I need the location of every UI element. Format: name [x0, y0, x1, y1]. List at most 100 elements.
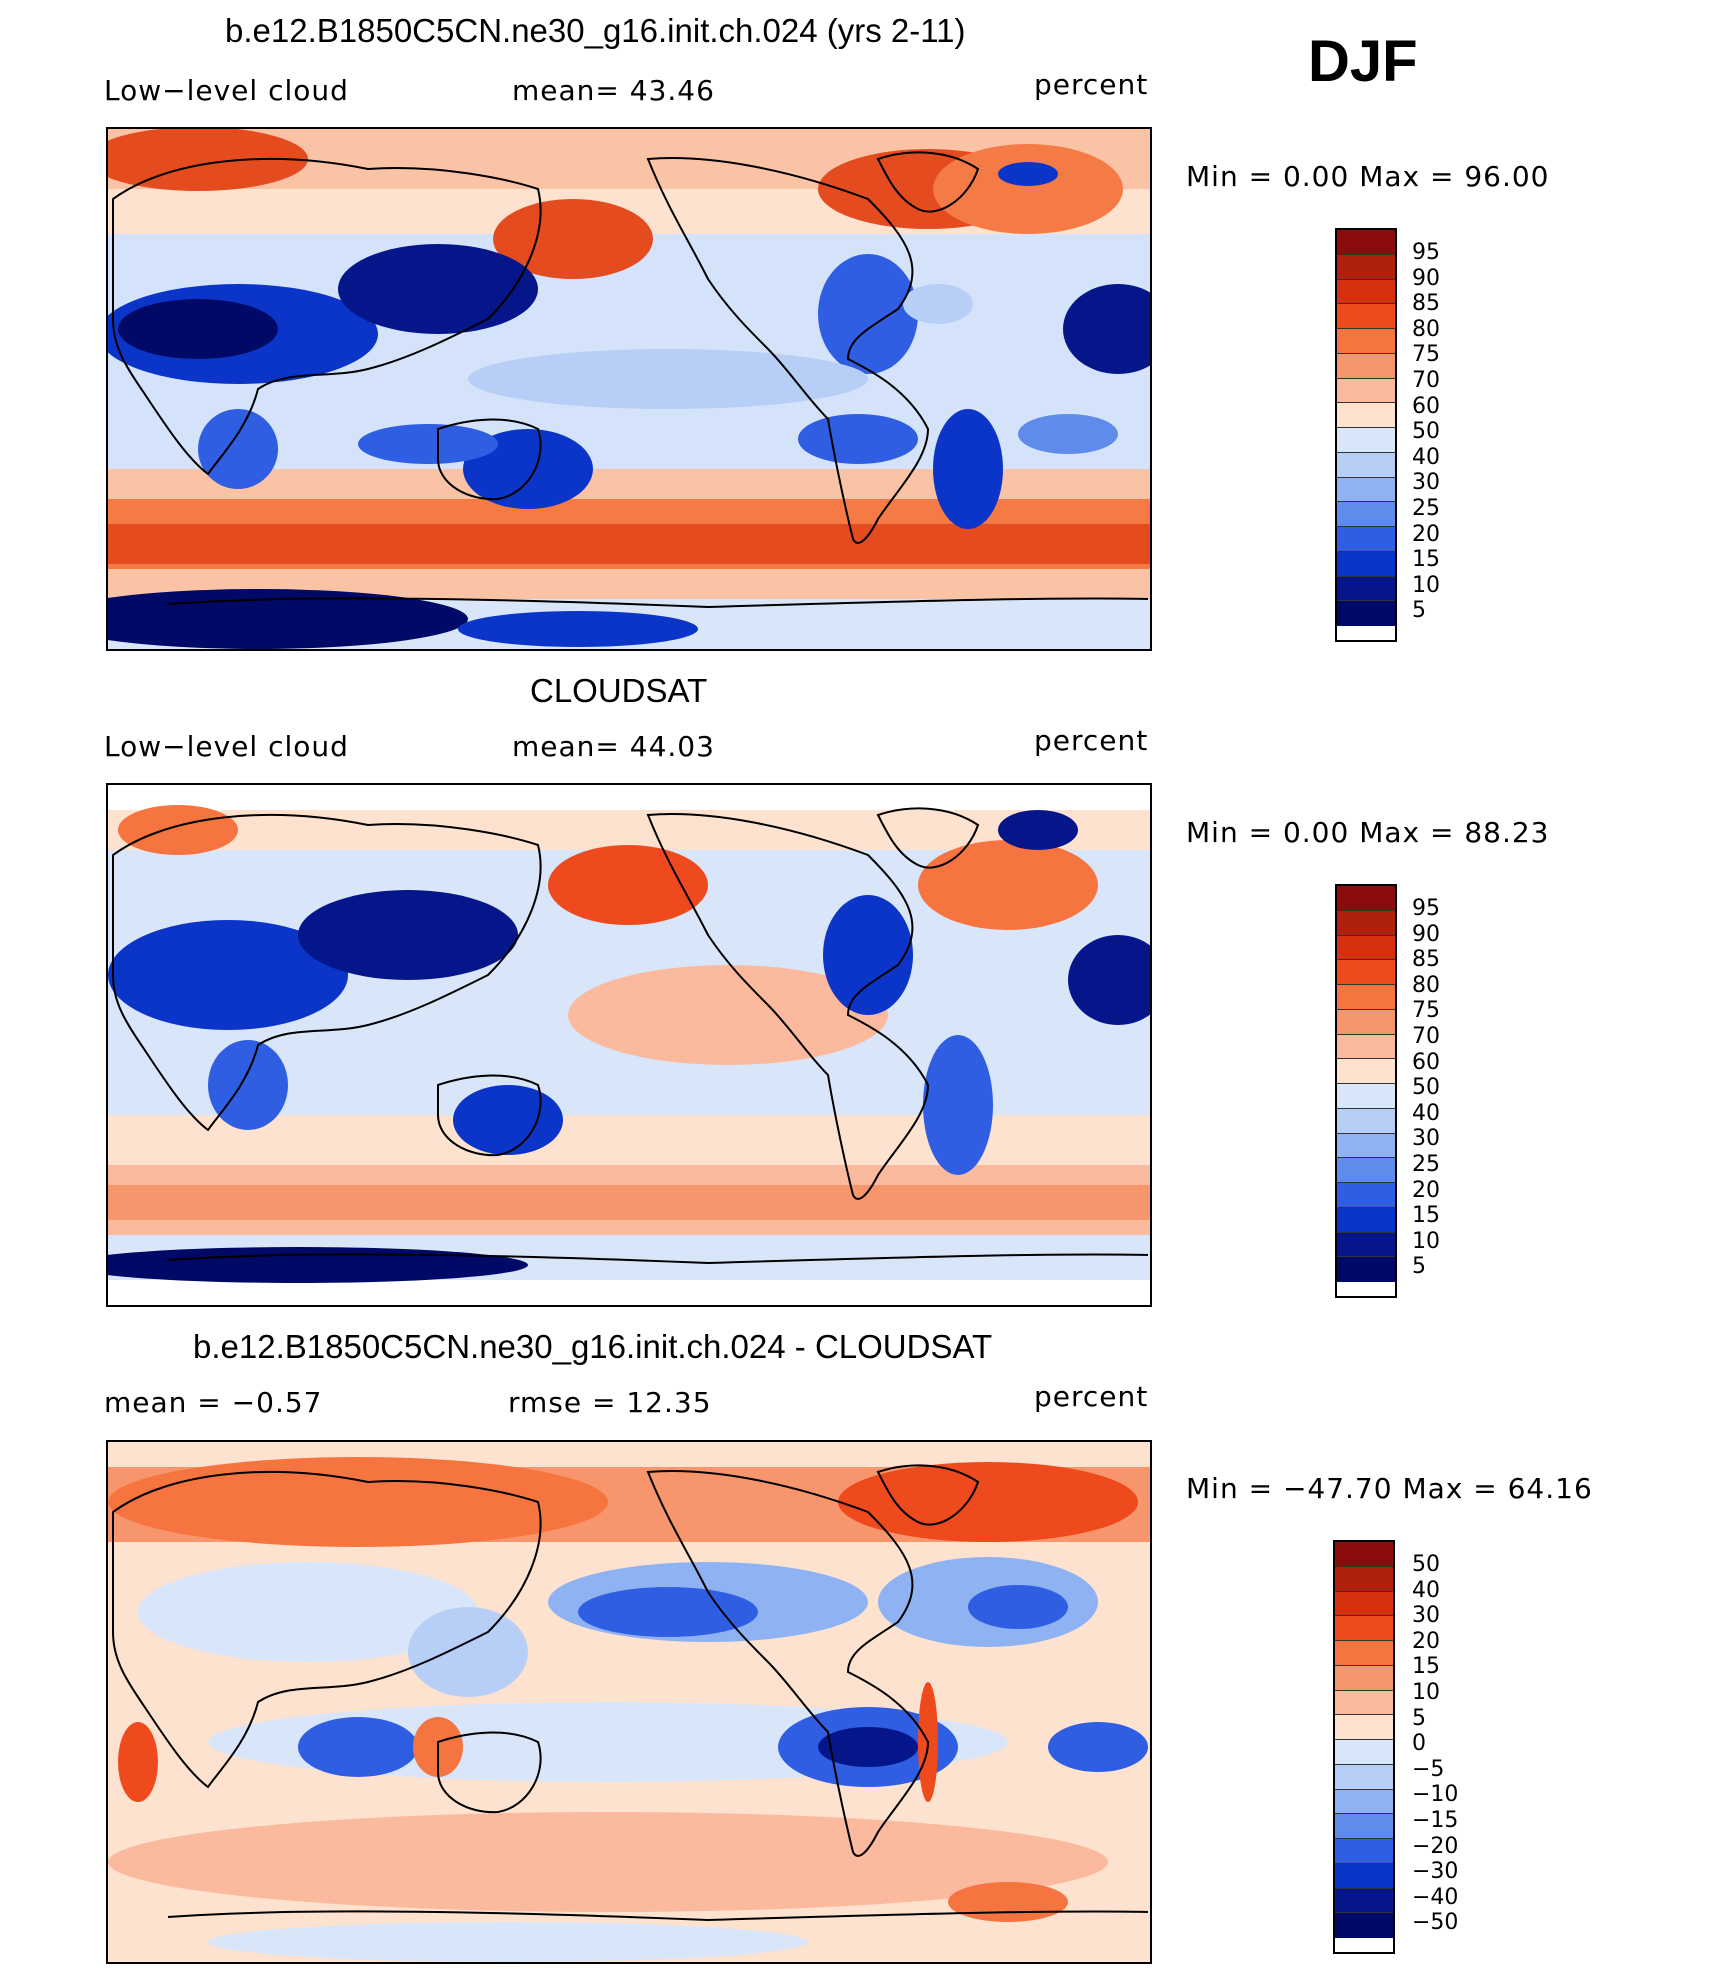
colorbar-tick-label: 0 [1412, 1731, 1426, 1757]
colorbar-cell [1337, 403, 1395, 428]
colorbar-tick-label: 20 [1412, 1177, 1440, 1203]
colorbar-cell [1337, 304, 1395, 329]
colorbar-tick-label: 85 [1412, 947, 1440, 973]
colorbar-tick-label: −5 [1412, 1756, 1445, 1782]
colorbar-cell [1335, 1888, 1393, 1914]
colorbar-cell [1337, 428, 1395, 453]
colorbar-cell [1337, 1034, 1395, 1060]
colorbar-tick-label: 40 [1412, 1100, 1440, 1126]
colorbar-cell [1337, 329, 1395, 354]
colorbar-cell [1337, 452, 1395, 478]
colorbar-tick-label: −30 [1412, 1859, 1459, 1885]
colorbar-tick-label: 50 [1412, 1552, 1440, 1577]
colorbar-tick-label: 70 [1412, 368, 1440, 393]
colorbar-cell [1337, 576, 1395, 602]
colorbar-cell [1337, 254, 1395, 280]
colorbar-cell [1335, 1715, 1393, 1740]
colorbar-tick-label: 30 [1412, 470, 1440, 496]
panel-2-units-label: percent [1034, 724, 1149, 757]
colorbar-cell [1337, 1009, 1395, 1035]
panel-3-units-label: percent [1034, 1380, 1149, 1413]
colorbar-cell [1337, 1084, 1395, 1109]
colorbar-cell [1337, 477, 1395, 503]
colorbar-tick-label: −50 [1412, 1910, 1459, 1936]
colorbar-cell [1337, 279, 1395, 305]
panel-2-colorbar [1335, 884, 1397, 1298]
colorbar-cell [1337, 1158, 1395, 1183]
colorbar-cell [1337, 910, 1395, 936]
panel-1-field [108, 129, 1150, 649]
colorbar-tick-label: 75 [1412, 342, 1440, 368]
panel-2-mean-label: mean= 44.03 [512, 730, 715, 763]
colorbar-cell [1337, 601, 1395, 626]
colorbar-tick-label: 15 [1412, 1654, 1440, 1680]
panel-3-colorbar [1333, 1540, 1395, 1954]
panel-3-minmax: Min = −47.70 Max = 64.16 [1186, 1472, 1593, 1505]
colorbar-tick-label: 80 [1412, 316, 1440, 342]
panel-3-field [108, 1442, 1150, 1962]
colorbar-tick-label: 5 [1412, 1705, 1426, 1731]
panel-1-map [106, 127, 1152, 651]
colorbar-tick-label: 85 [1412, 291, 1440, 317]
colorbar-tick-label: 80 [1412, 972, 1440, 998]
season-label: DJF [1308, 29, 1418, 94]
panel-2-minmax: Min = 0.00 Max = 88.23 [1186, 816, 1550, 849]
colorbar-cell [1335, 1839, 1393, 1864]
colorbar-tick-label: −20 [1412, 1833, 1459, 1859]
colorbar-cell [1337, 960, 1395, 985]
colorbar-cell [1337, 551, 1395, 577]
colorbar-cell [1335, 1740, 1393, 1765]
panel-2-title: CLOUDSAT [530, 672, 708, 709]
panel-2-map [106, 783, 1152, 1307]
panel-3-rmse-label: rmse = 12.35 [508, 1386, 712, 1419]
colorbar-tick-label: 15 [1412, 547, 1440, 573]
panel-1-variable-label: Low−level cloud [104, 74, 349, 107]
colorbar-cell [1337, 230, 1395, 255]
colorbar-cell [1335, 1542, 1393, 1567]
colorbar-cell [1337, 527, 1395, 552]
colorbar-tick-label: 20 [1412, 1628, 1440, 1654]
colorbar-tick-label: 40 [1412, 1577, 1440, 1603]
colorbar-cell [1335, 1566, 1393, 1592]
colorbar-tick-label: 5 [1412, 1254, 1426, 1280]
colorbar-cell [1337, 985, 1395, 1010]
colorbar-tick-label: 90 [1412, 921, 1440, 947]
panel-3-mean-label: mean = −0.57 [104, 1386, 323, 1419]
colorbar-tick-label: 10 [1412, 572, 1440, 598]
colorbar-tick-label: 60 [1412, 1049, 1440, 1075]
colorbar-cell [1337, 1232, 1395, 1258]
colorbar-tick-label: 10 [1412, 1228, 1440, 1254]
colorbar-cell [1335, 1789, 1393, 1815]
colorbar-tick-label: 90 [1412, 265, 1440, 291]
colorbar-cell [1337, 378, 1395, 404]
colorbar-cell [1335, 1641, 1393, 1666]
panel-1-minmax: Min = 0.00 Max = 96.00 [1186, 160, 1550, 193]
colorbar-cell [1337, 886, 1395, 911]
panel-1-mean-label: mean= 43.46 [512, 74, 715, 107]
colorbar-tick-label: 70 [1412, 1024, 1440, 1049]
colorbar-tick-label: 30 [1412, 1126, 1440, 1152]
colorbar-tick-label: 20 [1412, 521, 1440, 547]
colorbar-cell [1335, 1616, 1393, 1641]
colorbar-tick-label: 50 [1412, 419, 1440, 445]
panel-2-variable-label: Low−level cloud [104, 730, 349, 763]
panel-2-field [108, 805, 1150, 1283]
colorbar-tick-label: 30 [1412, 1603, 1440, 1629]
colorbar-tick-label: 60 [1412, 393, 1440, 419]
colorbar-cell [1335, 1913, 1393, 1938]
colorbar-cell [1337, 1108, 1395, 1134]
colorbar-cell [1335, 1690, 1393, 1716]
colorbar-cell [1337, 1257, 1395, 1282]
panel-1-colorbar [1335, 228, 1397, 642]
colorbar-cell [1335, 1863, 1393, 1889]
colorbar-cell [1337, 1183, 1395, 1208]
colorbar-tick-label: 40 [1412, 444, 1440, 470]
panel-1-units-label: percent [1034, 68, 1149, 101]
colorbar-tick-label: 15 [1412, 1203, 1440, 1229]
panel-3-title: b.e12.B1850C5CN.ne30_g16.init.ch.024 - C… [193, 1328, 993, 1365]
colorbar-cell [1337, 1207, 1395, 1233]
colorbar-cell [1337, 1133, 1395, 1159]
colorbar-tick-label: 95 [1412, 240, 1440, 265]
colorbar-tick-label: 95 [1412, 896, 1440, 921]
colorbar-cell [1335, 1665, 1393, 1691]
